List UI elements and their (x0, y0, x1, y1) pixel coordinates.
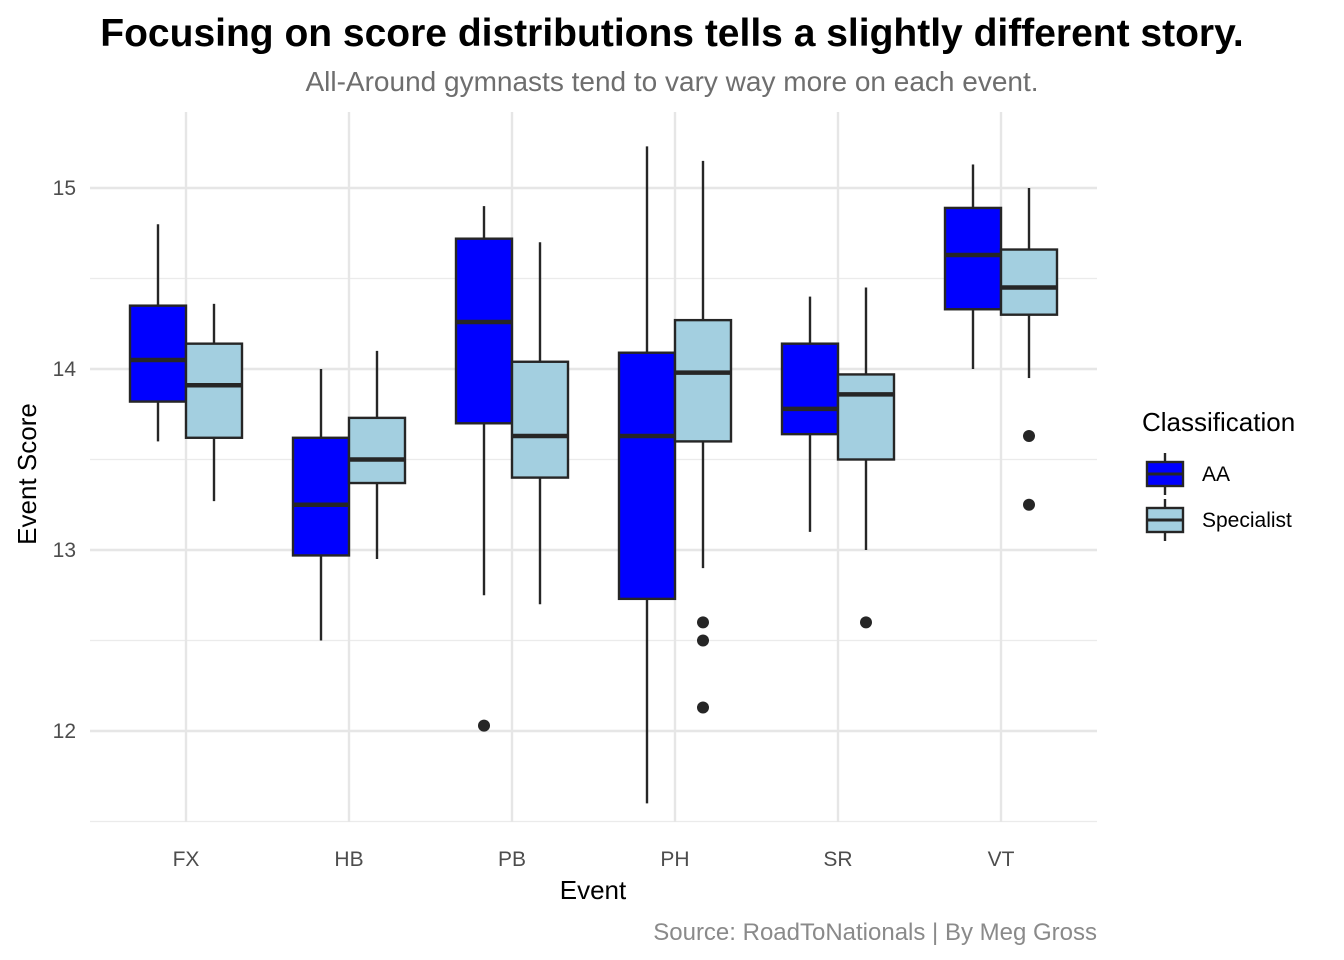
box-iqr (836, 373, 896, 461)
legend-key-specialist: Specialist (1145, 499, 1292, 541)
outlier-point (697, 701, 709, 714)
chart-subtitle: All-Around gymnasts tend to vary way mor… (305, 66, 1038, 97)
y-tick-label: 12 (53, 720, 76, 743)
y-axis-ticks: 12 13 14 15 (53, 177, 77, 743)
box-aa-fx (128, 224, 188, 442)
box-iqr (617, 351, 677, 601)
box-specialist-fx (184, 303, 244, 502)
box-iqr (347, 416, 407, 485)
box-aa-pb (454, 206, 514, 732)
y-tick-label: 14 (53, 358, 77, 381)
outlier-point (1023, 429, 1035, 442)
legend-label: AA (1202, 463, 1230, 486)
box-specialist-vt (999, 188, 1059, 511)
x-tick-label: FX (173, 848, 200, 871)
box-specialist-sr (836, 287, 896, 629)
box-iqr (943, 206, 1003, 311)
legend: Classification AA Specialist (1142, 407, 1295, 541)
outlier-point (1023, 498, 1035, 511)
legend-key-aa: AA (1145, 453, 1230, 495)
y-tick-label: 13 (53, 539, 76, 562)
x-tick-label: VT (988, 848, 1015, 871)
box-iqr (999, 248, 1059, 316)
x-tick-label: SR (823, 848, 852, 871)
chart-caption: Source: RoadToNationals | By Meg Gross (653, 919, 1097, 946)
outlier-point (697, 634, 709, 647)
box-iqr (454, 237, 514, 425)
box-aa-ph (617, 146, 677, 804)
outlier-point (478, 719, 490, 732)
box-iqr (780, 342, 840, 436)
legend-title: Classification (1142, 407, 1295, 437)
box-series (128, 146, 1059, 804)
box-iqr (291, 436, 351, 557)
x-axis-title: Event (560, 875, 627, 905)
box-iqr (128, 304, 188, 403)
x-tick-label: PH (660, 848, 689, 871)
outlier-point (860, 616, 872, 629)
box-specialist-pb (510, 242, 570, 605)
outlier-point (697, 616, 709, 629)
box-specialist-ph (673, 160, 733, 714)
legend-label: Specialist (1202, 509, 1292, 532)
y-axis-title: Event Score (12, 403, 42, 545)
box-aa-sr (780, 296, 840, 532)
box-aa-vt (943, 164, 1003, 369)
grid-lines (90, 112, 1097, 823)
box-iqr (184, 342, 244, 439)
x-tick-label: HB (334, 848, 363, 871)
box-iqr (673, 318, 733, 443)
box-aa-hb (291, 369, 351, 641)
chart-title: Focusing on score distributions tells a … (100, 12, 1243, 55)
box-specialist-hb (347, 350, 407, 560)
box-iqr (510, 360, 570, 479)
y-tick-label: 15 (53, 177, 76, 200)
x-tick-label: PB (498, 848, 526, 871)
x-axis-ticks: FX HB PB PH SR VT (173, 848, 1015, 871)
